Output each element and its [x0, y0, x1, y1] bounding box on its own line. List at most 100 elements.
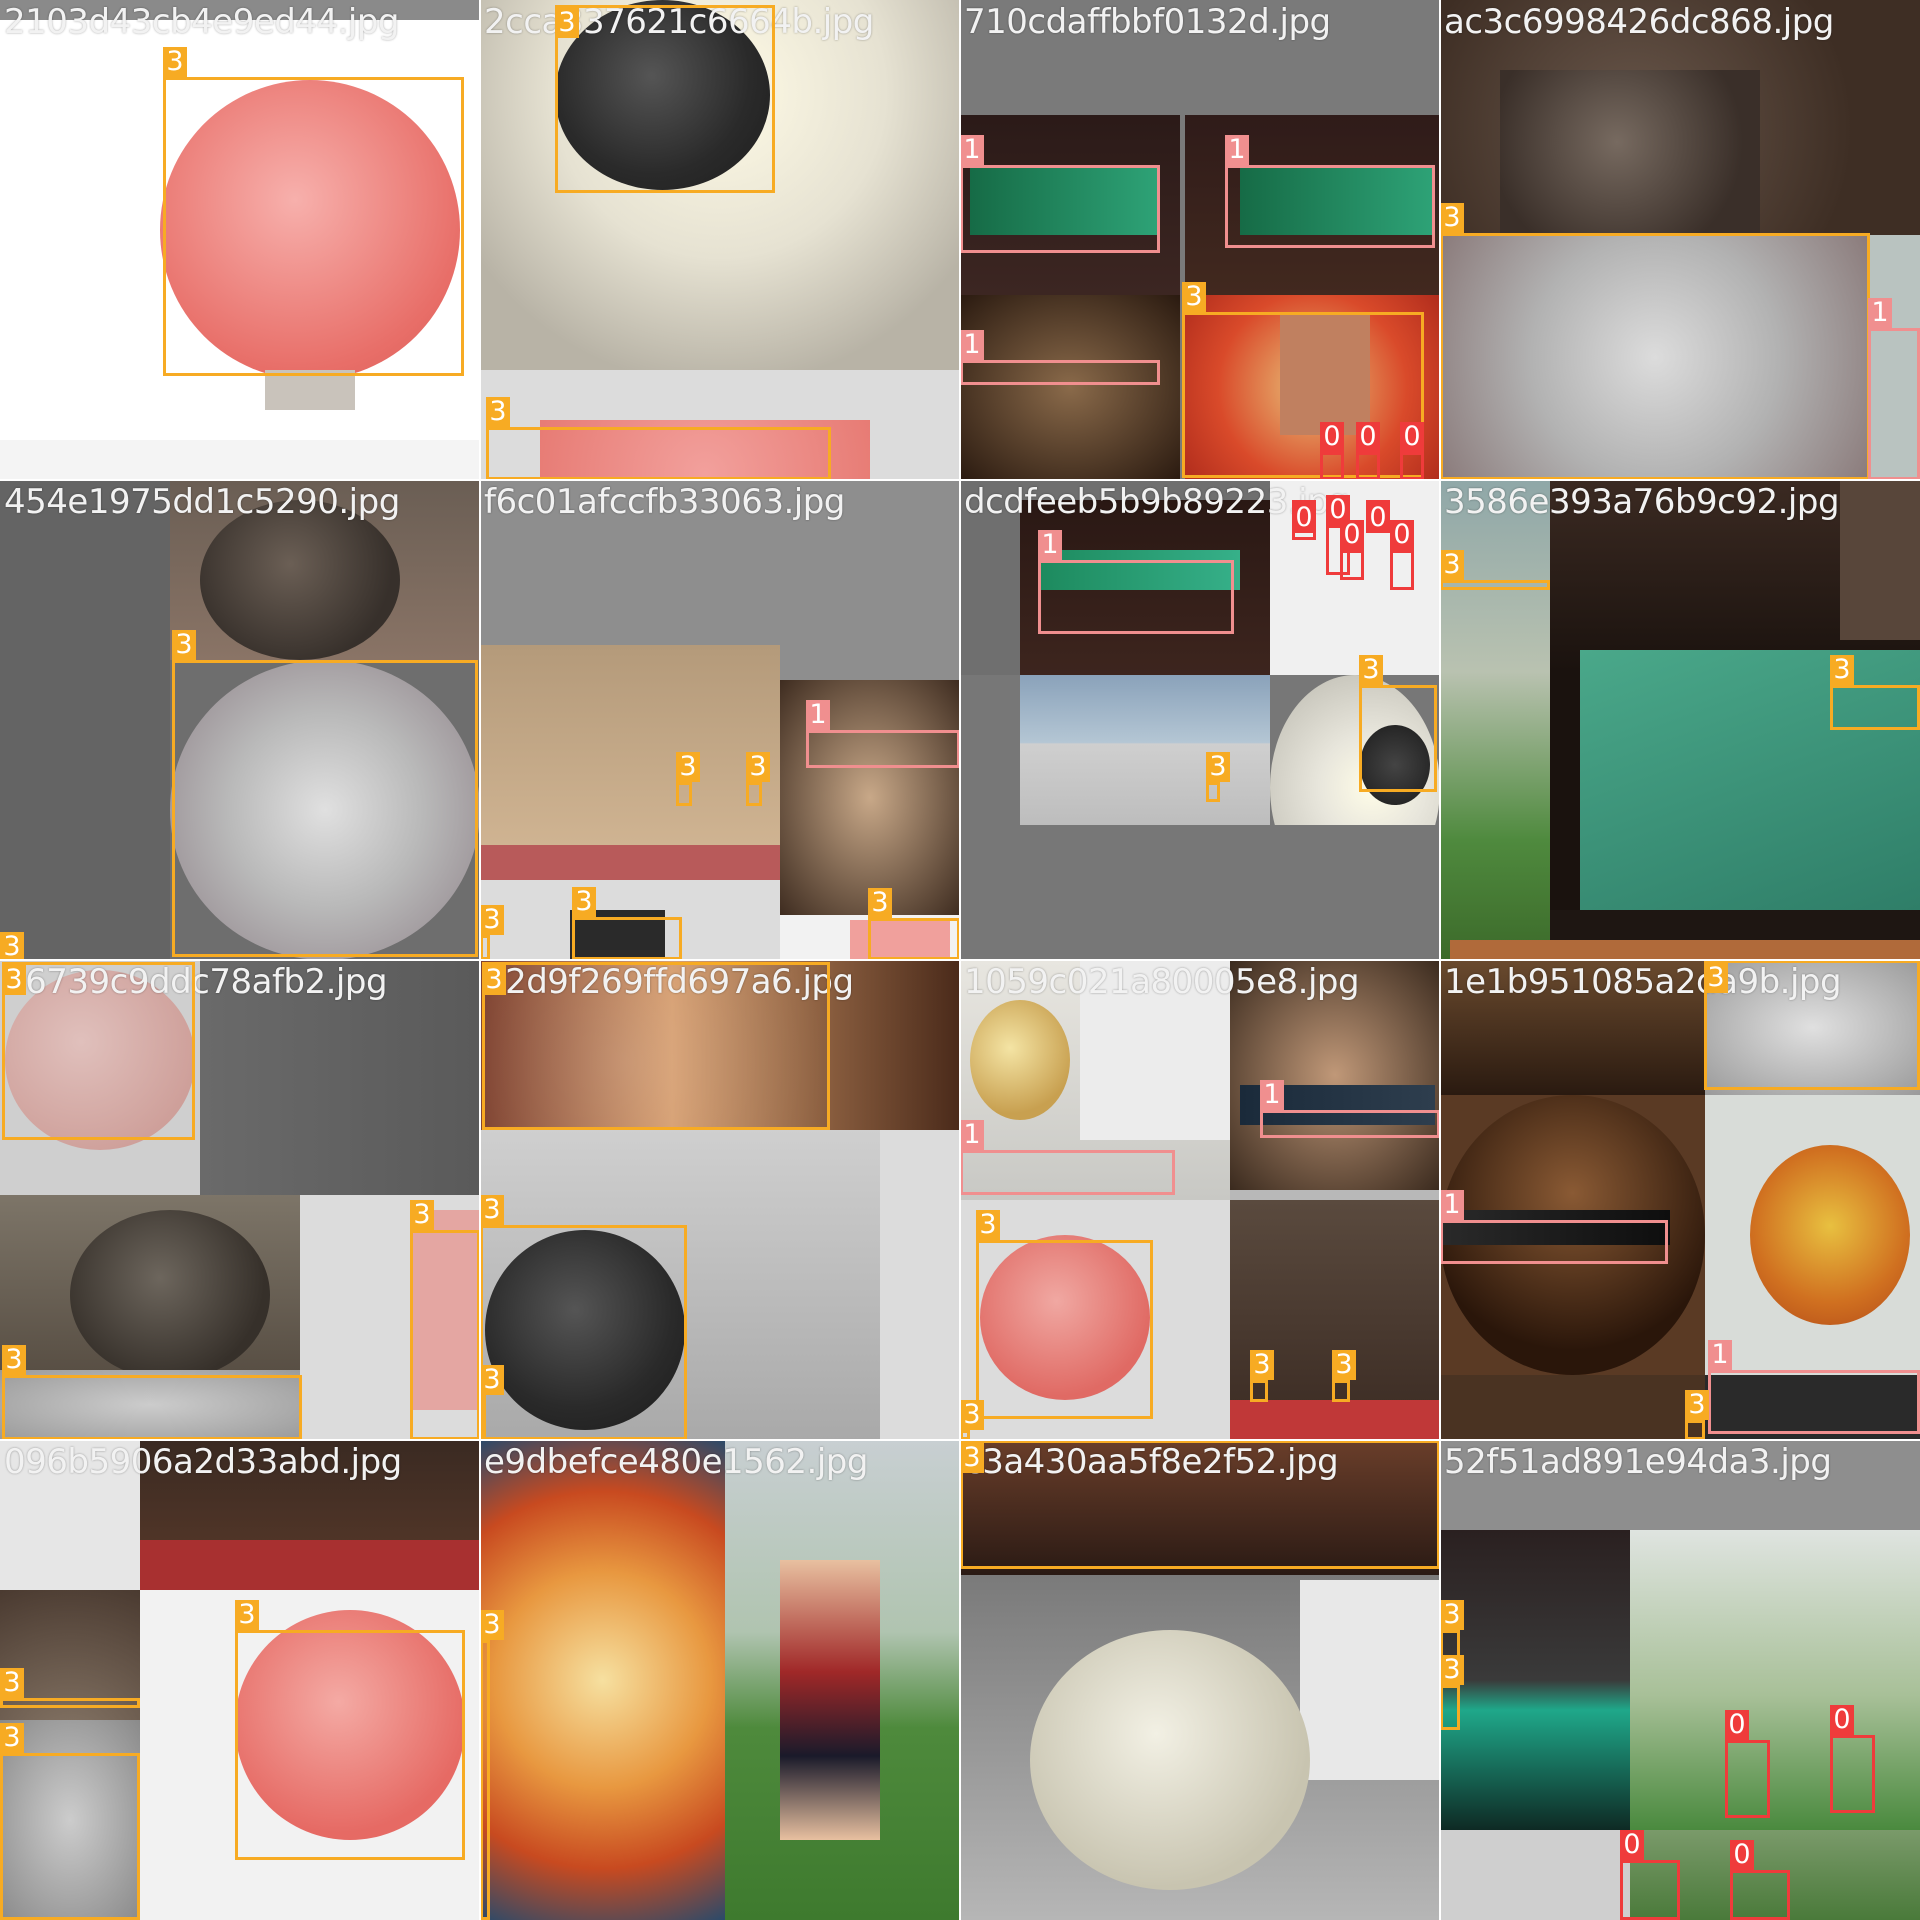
photo-region [1040, 550, 1240, 590]
photo-region [960, 825, 1440, 960]
photo-region [160, 80, 460, 380]
detection-box-class-3: 3 [163, 47, 464, 376]
detection-class-label: 3 [676, 752, 700, 782]
image-filename: c3a430aa5f8e2f52.jpg [964, 1442, 1339, 1482]
detection-box-class-3: 3 [976, 1210, 1153, 1419]
mosaic-tile: 454e1975dd1c5290.jpg 3 3 [0, 480, 480, 960]
detection-box-class-3: 3 [1250, 1350, 1274, 1402]
mosaic-tile: 1e1b951085a2da9b.jpg 3 1 1 3 [1440, 960, 1920, 1440]
detection-class-label: 3 [960, 1443, 984, 1473]
photo-region [1440, 1830, 1630, 1920]
detection-class-label: 3 [1440, 203, 1464, 233]
detection-box-class-3: 3 [555, 5, 775, 193]
detection-box-class-3: 3 [480, 1610, 504, 1920]
detection-box-class-3: 3 [960, 1440, 1440, 1569]
image-filename: 2103d43cb4e9ed44.jpg [4, 2, 400, 42]
detection-box-class-1: 1 [1260, 1080, 1440, 1138]
photo-region [1750, 1145, 1910, 1325]
detection-class-label: 3 [1440, 1655, 1464, 1685]
detection-box-class-3: 3 [1685, 1390, 1709, 1440]
detection-class-label: 0 [1366, 503, 1390, 533]
photo-region [1230, 960, 1440, 1190]
photo-region [1230, 1400, 1440, 1440]
detection-class-label: 0 [1320, 422, 1344, 452]
detection-box-class-1: 1 [960, 1120, 1175, 1195]
detection-class-label: 0 [1292, 503, 1316, 533]
detection-box-class-3: 3 [960, 1400, 984, 1440]
photo-region [70, 1210, 270, 1380]
detection-class-label: 3 [1830, 655, 1854, 685]
detection-class-label: 0 [1730, 1840, 1754, 1870]
detection-class-label: 0 [1725, 1710, 1749, 1740]
detection-box-class-0: 0 [1830, 1705, 1875, 1813]
detection-box-class-3: 3 [1440, 203, 1870, 480]
detection-class-label: 3 [482, 965, 506, 995]
detection-box-class-1: 1 [1868, 298, 1920, 480]
detection-box-class-0: 0 [1730, 1840, 1790, 1920]
detection-class-label: 3 [1440, 1600, 1464, 1630]
photo-region [480, 960, 960, 1130]
grid-divider [1439, 0, 1441, 1920]
detection-box-class-0: 0 [1390, 520, 1414, 590]
image-filename: 76739c9ddc78afb2.jpg [4, 962, 388, 1002]
detection-class-label: 1 [1260, 1080, 1284, 1110]
detection-class-label: 3 [572, 887, 596, 917]
photo-region [555, 0, 770, 190]
detection-class-label: 1 [1038, 530, 1062, 560]
detection-box-class-3: 3 [868, 888, 960, 960]
detection-box-class-1: 1 [1708, 1340, 1920, 1434]
image-filename: 1059c021a80005e8.jpg [964, 962, 1360, 1002]
photo-region [1705, 960, 1920, 1095]
photo-region [480, 480, 960, 645]
image-filename: 3586e393a76b9c92.jpg [1444, 482, 1840, 522]
photo-region [1450, 940, 1920, 960]
detection-class-label: 3 [1685, 1390, 1709, 1420]
detection-box-class-3: 3 [1359, 655, 1437, 792]
detection-box-class-0: 0 [1620, 1830, 1680, 1920]
image-filename: 710cdaffbbf0132d.jpg [964, 2, 1331, 42]
mosaic-tile: b2d9f269ffd697a6.jpg 3 3 3 [480, 960, 960, 1440]
mosaic-tile: c3a430aa5f8e2f52.jpg 3 [960, 1440, 1440, 1920]
photo-region [480, 645, 780, 880]
mosaic-tile: f6c01afccfb33063.jpg 1 3 3 3 3 3 [480, 480, 960, 960]
photo-region [200, 960, 480, 1195]
detection-class-label: 3 [480, 1610, 504, 1640]
detection-box-class-3: 3 [480, 1195, 687, 1440]
photo-region [1240, 165, 1435, 235]
photo-region [170, 660, 480, 960]
image-filename: dcdfeeb5b9b89223.jpg [964, 482, 1350, 522]
detection-box-class-3: 3 [2, 962, 195, 1140]
detection-box-class-3: 3 [1704, 960, 1920, 1090]
detection-class-label: 3 [172, 630, 196, 660]
detection-class-label: 3 [235, 1600, 259, 1630]
photo-region [5, 970, 195, 1150]
detection-class-label: 3 [1359, 655, 1383, 685]
mosaic-tile: 52f51ad891e94da3.jpg 3 3 0 0 0 0 [1440, 1440, 1920, 1920]
photo-region [480, 845, 780, 880]
detection-box-class-3: 3 [480, 905, 504, 960]
photo-region [960, 295, 1180, 480]
detection-box-class-1: 1 [960, 135, 1160, 253]
photo-region [970, 1000, 1070, 1120]
detection-class-label: 3 [410, 1200, 434, 1230]
photo-region [265, 370, 355, 410]
mosaic-tile: e9dbefce480e1562.jpg 3 [480, 1440, 960, 1920]
photo-region [1500, 70, 1760, 250]
image-filename: 096b5906a2d33abd.jpg [4, 1442, 402, 1482]
detection-class-label: 3 [1332, 1350, 1356, 1380]
detection-box-class-0: 0 [1356, 422, 1380, 480]
detection-box-class-3: 3 [486, 397, 831, 480]
grid-divider [0, 1439, 1920, 1441]
detection-box-class-3: 3 [1182, 282, 1424, 478]
detection-box-class-0: 0 [1400, 422, 1424, 480]
mosaic-tile: ac3c6998426dc868.jpg 3 1 [1440, 0, 1920, 480]
detection-box-class-3: 3 [410, 1200, 480, 1440]
detection-box-class-1: 1 [1038, 530, 1234, 634]
mosaic-tile: 76739c9ddc78afb2.jpg 3 3 3 [0, 960, 480, 1440]
detection-box-class-3: 3 [1830, 655, 1920, 730]
detection-class-label: 1 [960, 1120, 984, 1150]
detection-class-label: 3 [0, 1723, 24, 1753]
detection-class-label: 0 [1400, 422, 1424, 452]
photo-region [1705, 1375, 1920, 1440]
detection-class-label: 0 [1620, 1830, 1644, 1860]
